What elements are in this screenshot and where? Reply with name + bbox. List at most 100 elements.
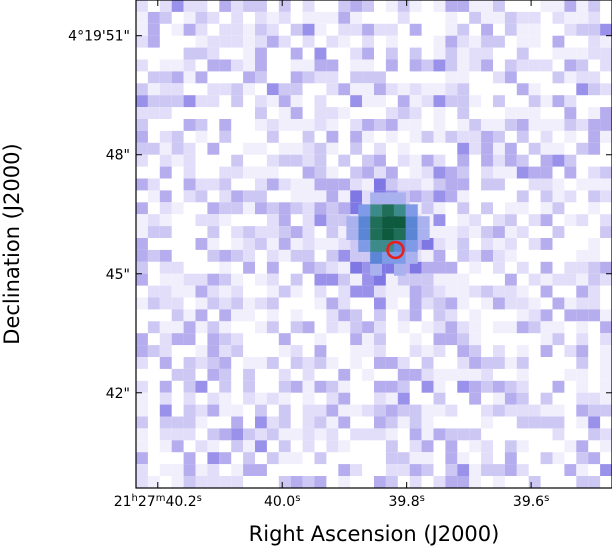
image-pixel [183, 357, 196, 369]
image-pixel [147, 35, 160, 48]
image-pixel [207, 238, 220, 250]
image-pixel [385, 83, 398, 96]
image-pixel [266, 119, 279, 131]
image-pixel [504, 392, 517, 405]
image-pixel [266, 214, 279, 227]
image-pixel [504, 142, 517, 155]
image-pixel [469, 392, 482, 405]
image-pixel [516, 130, 529, 143]
image-pixel [362, 249, 374, 262]
source-pixel [393, 216, 406, 229]
image-pixel [433, 392, 446, 405]
image-pixel [540, 345, 553, 357]
image-pixel [409, 23, 422, 36]
image-pixel [136, 440, 148, 453]
image-pixel [266, 249, 279, 262]
image-pixel [409, 452, 422, 465]
image-pixel [183, 71, 196, 84]
image-pixel [528, 35, 541, 48]
image-pixel [314, 119, 327, 131]
image-pixel [576, 452, 589, 465]
image-pixel [338, 309, 351, 322]
image-pixel [255, 178, 267, 191]
image-pixel [540, 95, 553, 108]
image-pixel [338, 226, 351, 238]
image-pixel [445, 476, 458, 488]
image-pixel [457, 47, 470, 60]
image-pixel [266, 130, 279, 143]
image-pixel [374, 285, 386, 298]
image-pixel [457, 297, 470, 310]
image-pixel [266, 321, 279, 334]
image-pixel [136, 142, 148, 155]
image-pixel [159, 71, 172, 84]
image-pixel [195, 190, 208, 203]
image-pixel [290, 119, 303, 131]
image-pixel [326, 416, 339, 429]
image-pixel [433, 285, 446, 298]
image-pixel [207, 404, 220, 417]
image-pixel [576, 11, 589, 24]
image-pixel [504, 71, 517, 84]
image-pixel [350, 464, 363, 476]
image-pixel [159, 321, 172, 334]
image-pixel [600, 166, 612, 179]
image-pixel [302, 368, 315, 381]
image-pixel [457, 357, 470, 369]
image-pixel [493, 392, 505, 405]
image-pixel [266, 392, 279, 405]
image-pixel [457, 0, 470, 12]
image-pixel [183, 59, 196, 72]
image-pixel [374, 95, 386, 108]
image-pixel [528, 119, 541, 131]
image-pixel [266, 238, 279, 250]
image-pixel [219, 357, 232, 369]
image-pixel [136, 261, 148, 274]
image-pixel [445, 321, 458, 334]
image-pixel [421, 368, 434, 381]
image-pixel [516, 261, 529, 274]
image-pixel [314, 285, 327, 298]
image-pixel [516, 321, 529, 334]
image-pixel [195, 309, 208, 322]
image-pixel [576, 59, 589, 72]
image-pixel [136, 23, 148, 36]
image-pixel [552, 178, 565, 191]
image-pixel [326, 119, 339, 131]
image-pixel [469, 226, 482, 238]
image-pixel [136, 464, 148, 476]
image-pixel [504, 464, 517, 476]
image-pixel [469, 321, 482, 334]
image-pixel [552, 35, 565, 48]
image-pixel [588, 476, 601, 488]
image-pixel [576, 309, 589, 322]
image-pixel [588, 249, 601, 262]
image-pixel [338, 154, 351, 167]
image-pixel [243, 59, 255, 72]
image-pixel [195, 47, 208, 60]
image-pixel [290, 71, 303, 84]
image-pixel [540, 285, 553, 298]
image-pixel [207, 428, 220, 441]
image-pixel [302, 23, 315, 36]
image-pixel [338, 261, 351, 274]
image-pixel [433, 154, 446, 167]
image-pixel [326, 59, 339, 72]
image-pixel [421, 273, 434, 286]
image-pixel [362, 428, 374, 441]
source-pixel [417, 228, 430, 241]
image-pixel [374, 273, 386, 286]
image-pixel [445, 452, 458, 465]
image-pixel [362, 23, 374, 36]
image-pixel [326, 226, 339, 238]
image-pixel [171, 368, 184, 381]
image-pixel [504, 404, 517, 417]
image-pixel [278, 380, 291, 393]
image-pixel [421, 95, 434, 108]
image-pixel [219, 59, 232, 72]
image-pixel [588, 71, 601, 84]
image-pixel [576, 47, 589, 60]
image-pixel [481, 11, 493, 24]
image-pixel [338, 35, 351, 48]
image-pixel [493, 285, 505, 298]
